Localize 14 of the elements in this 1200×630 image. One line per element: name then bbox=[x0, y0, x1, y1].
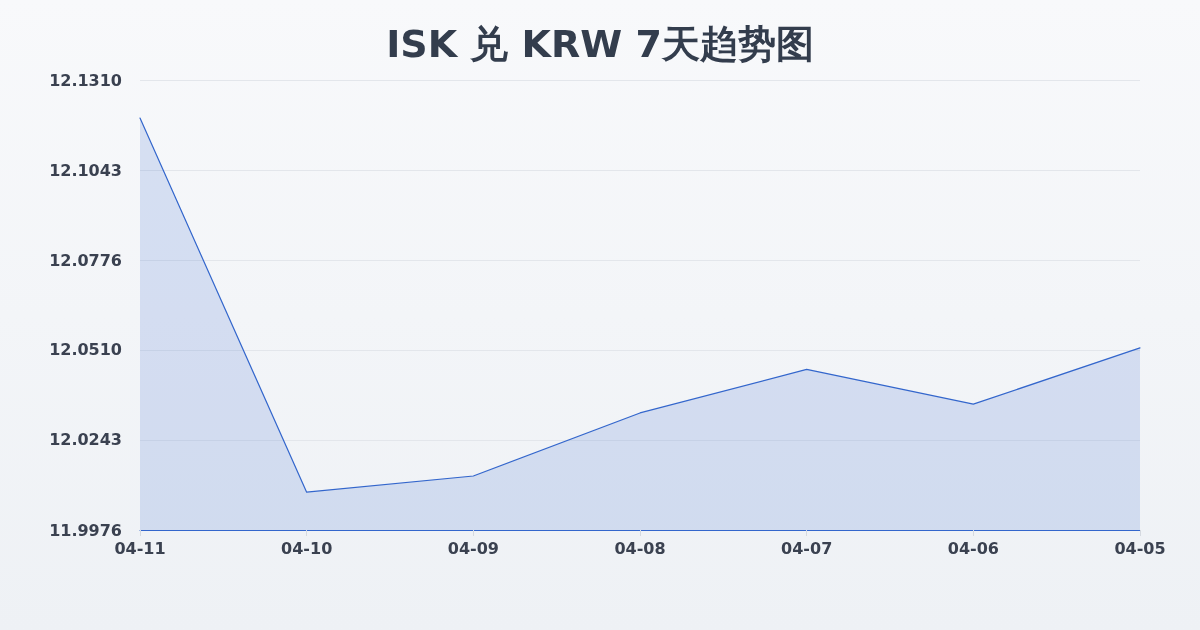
y-tick-label: 12.1043 bbox=[49, 160, 122, 180]
y-tick-label: 12.1310 bbox=[49, 70, 122, 90]
y-tick-label: 12.0243 bbox=[49, 430, 122, 450]
y-tick-label: 12.0776 bbox=[49, 250, 122, 270]
x-tick-label: 04-05 bbox=[1114, 538, 1166, 558]
x-tick-label: 04-08 bbox=[614, 538, 666, 558]
x-tick-label: 04-11 bbox=[114, 538, 166, 558]
x-tick-label: 04-07 bbox=[781, 538, 833, 558]
chart-title: ISK 兑 KRW 7天趋势图 bbox=[386, 22, 814, 66]
x-tick-label: 04-10 bbox=[281, 538, 333, 558]
y-tick-label: 11.9976 bbox=[49, 520, 122, 540]
x-tick-label: 04-09 bbox=[447, 538, 499, 558]
y-tick-label: 12.0510 bbox=[49, 340, 122, 360]
x-tick-label: 04-06 bbox=[947, 538, 999, 558]
